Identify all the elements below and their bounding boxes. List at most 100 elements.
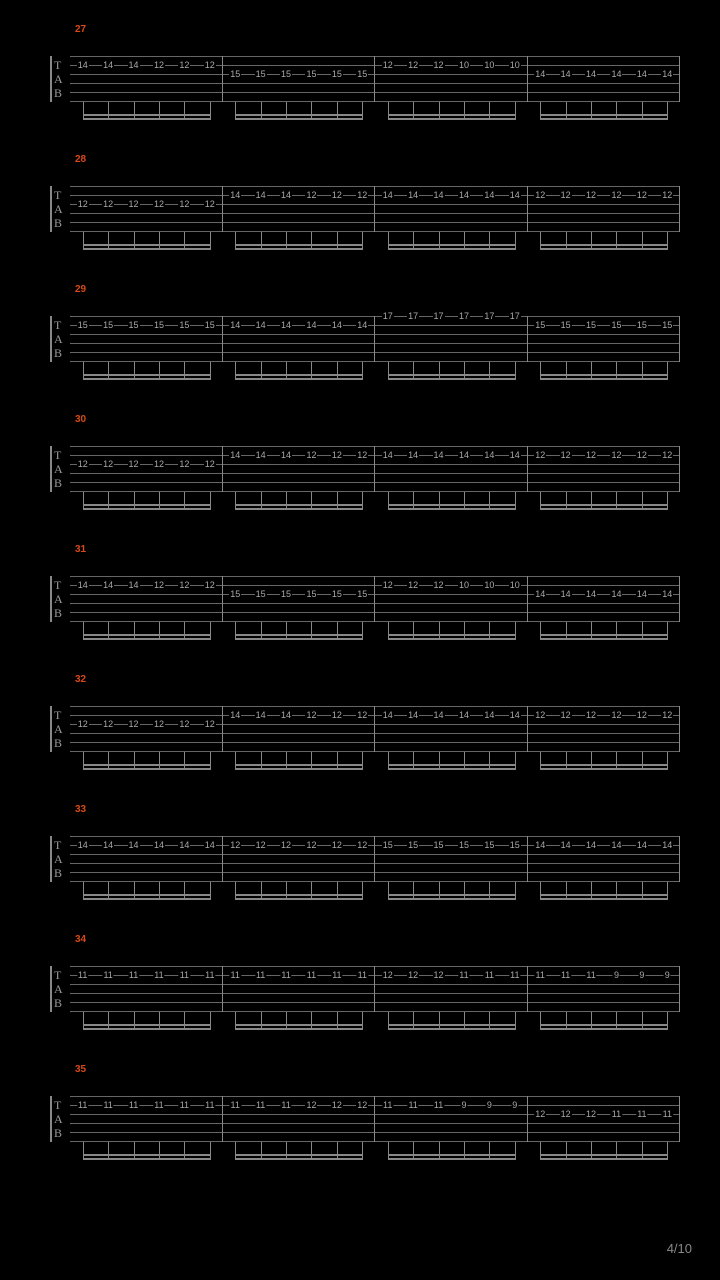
string-line xyxy=(70,316,680,317)
note-stem xyxy=(311,752,312,770)
tab-clef: TAB xyxy=(54,578,63,620)
note-stem xyxy=(388,492,389,510)
note-stem xyxy=(413,1012,414,1030)
system-start-bar xyxy=(50,966,52,1012)
measure-number: 29 xyxy=(75,284,86,295)
note-stem xyxy=(642,492,643,510)
beam xyxy=(388,378,515,380)
note-stem xyxy=(210,622,211,640)
fret-number: 14 xyxy=(77,580,89,590)
beam xyxy=(235,764,362,766)
beam xyxy=(388,114,515,116)
string-line xyxy=(70,733,680,734)
fret-number: 14 xyxy=(433,450,445,460)
fret-number: 15 xyxy=(178,320,190,330)
barline xyxy=(679,186,680,232)
note-stem xyxy=(515,752,516,770)
fret-number: 15 xyxy=(534,320,546,330)
beam xyxy=(388,244,515,246)
note-stem xyxy=(388,752,389,770)
note-stem xyxy=(566,882,567,900)
beam xyxy=(388,1028,515,1030)
string-line xyxy=(70,482,680,483)
note-stem xyxy=(235,752,236,770)
string-line xyxy=(70,612,680,613)
note-stem xyxy=(210,882,211,900)
fret-number: 12 xyxy=(102,459,114,469)
note-stem xyxy=(83,1012,84,1030)
fret-number: 12 xyxy=(534,190,546,200)
beam xyxy=(235,898,362,900)
fret-number: 15 xyxy=(255,589,267,599)
note-stem xyxy=(184,492,185,510)
fret-number: 12 xyxy=(661,450,673,460)
string-line xyxy=(70,863,680,864)
note-stem xyxy=(464,1142,465,1160)
tab-system: 29TAB15151515151514141414141417171717171… xyxy=(50,298,680,398)
note-stem xyxy=(184,1142,185,1160)
fret-number: 15 xyxy=(128,320,140,330)
measure-number: 33 xyxy=(75,804,86,815)
string-line xyxy=(70,706,680,707)
note-stem xyxy=(286,882,287,900)
beam xyxy=(540,898,667,900)
tab-system: 30TAB12121212121214141412121214141414141… xyxy=(50,428,680,528)
fret-number: 11 xyxy=(560,970,571,980)
fret-number: 9 xyxy=(664,970,671,980)
fret-number: 12 xyxy=(560,450,572,460)
fret-number: 12 xyxy=(636,450,648,460)
fret-number: 11 xyxy=(611,1109,622,1119)
string-line xyxy=(70,446,680,447)
beam xyxy=(235,1154,362,1156)
fret-number: 12 xyxy=(433,580,445,590)
note-stem xyxy=(235,102,236,120)
string-line xyxy=(70,872,680,873)
fret-number: 14 xyxy=(255,190,267,200)
note-stem xyxy=(566,362,567,380)
barline xyxy=(222,836,223,882)
beam xyxy=(83,898,210,900)
beam xyxy=(235,248,362,250)
barline xyxy=(527,1096,528,1142)
beam xyxy=(540,1154,667,1156)
string-line xyxy=(70,361,680,362)
beam xyxy=(83,1024,210,1026)
beam xyxy=(235,894,362,896)
beam xyxy=(540,1024,667,1026)
fret-number: 14 xyxy=(509,450,521,460)
note-stem xyxy=(184,232,185,250)
note-stem xyxy=(388,882,389,900)
note-stem xyxy=(489,882,490,900)
beam xyxy=(540,378,667,380)
fret-number: 12 xyxy=(331,1100,343,1110)
fret-number: 12 xyxy=(407,970,419,980)
barline xyxy=(374,186,375,232)
barline xyxy=(222,316,223,362)
fret-number: 12 xyxy=(229,840,241,850)
fret-number: 15 xyxy=(356,69,368,79)
barline xyxy=(374,576,375,622)
measure-number: 35 xyxy=(75,1064,86,1075)
note-stem xyxy=(464,752,465,770)
fret-number: 15 xyxy=(356,589,368,599)
fret-number: 12 xyxy=(356,190,368,200)
beam xyxy=(235,1158,362,1160)
fret-number: 12 xyxy=(153,719,165,729)
note-stem xyxy=(515,882,516,900)
fret-number: 11 xyxy=(179,1100,190,1110)
barline xyxy=(374,836,375,882)
note-stem xyxy=(439,622,440,640)
fret-number: 12 xyxy=(305,450,317,460)
fret-number: 14 xyxy=(407,450,419,460)
fret-number: 14 xyxy=(280,450,292,460)
fret-number: 15 xyxy=(280,69,292,79)
fret-number: 12 xyxy=(178,459,190,469)
note-stem xyxy=(489,622,490,640)
note-stem xyxy=(616,752,617,770)
string-line xyxy=(70,621,680,622)
fret-number: 12 xyxy=(153,60,165,70)
beam xyxy=(540,244,667,246)
beam xyxy=(235,244,362,246)
fret-number: 14 xyxy=(610,589,622,599)
fret-number: 11 xyxy=(128,970,139,980)
